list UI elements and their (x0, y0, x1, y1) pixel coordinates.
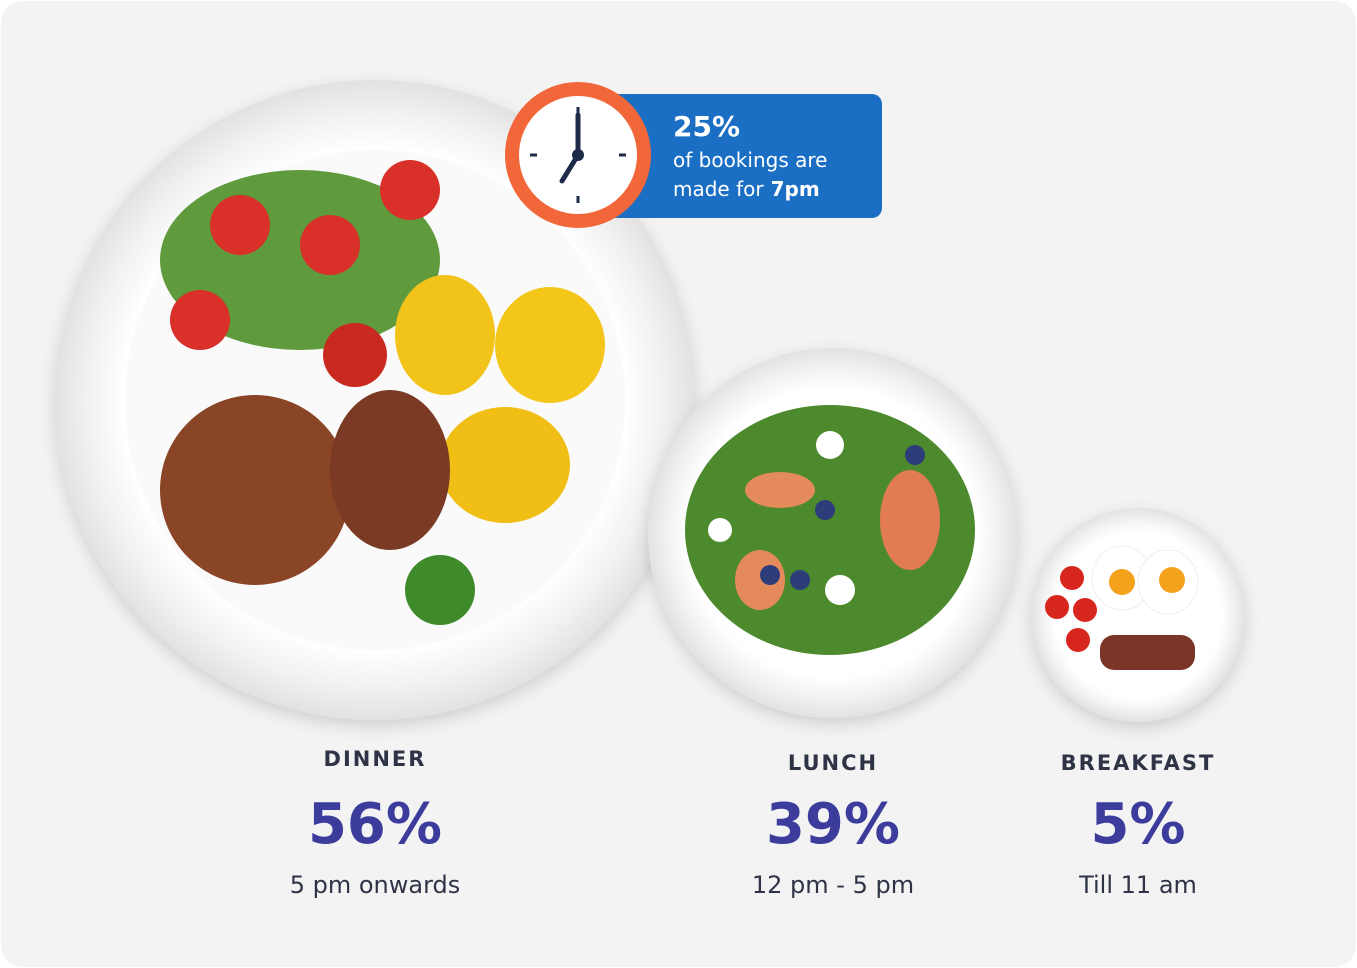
meal-breakfast: BREAKFAST 5% Till 11 am (1061, 751, 1216, 899)
meal-share: 39% (766, 792, 900, 857)
meal-time: 5 pm onwards (290, 871, 461, 899)
callout-text: of bookings are (673, 148, 827, 172)
callout-text: made for 7pm (673, 177, 820, 201)
meal-lunch: LUNCH 39% 12 pm - 5 pm (752, 751, 914, 899)
meal-name: BREAKFAST (1061, 751, 1216, 775)
meal-time: 12 pm - 5 pm (752, 871, 914, 899)
callout-value: 25% (673, 110, 740, 143)
meal-share: 56% (308, 792, 442, 857)
meal-share: 5% (1090, 792, 1185, 857)
meal-name: LUNCH (788, 751, 878, 775)
lunch-plate (648, 348, 1018, 718)
callout-highlight: 7pm (771, 177, 820, 201)
meal-dinner: DINNER 56% 5 pm onwards (290, 747, 461, 899)
breakfast-plate (1031, 508, 1245, 722)
dinner-plate (55, 80, 695, 720)
callout: 25% of bookings are made for 7pm (505, 82, 882, 228)
callout-text: made for (673, 177, 764, 201)
meal-name: DINNER (324, 747, 427, 771)
meal-time: Till 11 am (1078, 871, 1197, 899)
